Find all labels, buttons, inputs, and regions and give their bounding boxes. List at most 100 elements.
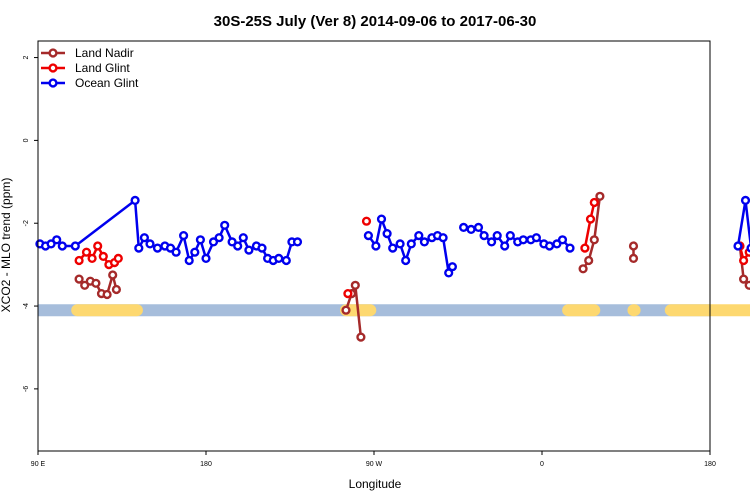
x-tick-label: 90 E — [31, 461, 46, 468]
data-point — [406, 239, 416, 249]
data-point — [466, 224, 476, 235]
y-tick-label: 2 — [23, 56, 30, 60]
data-point — [111, 284, 122, 295]
data-point — [395, 239, 405, 249]
data-point — [565, 243, 575, 253]
data-point — [363, 231, 374, 241]
data-point — [81, 247, 92, 257]
series-land-nadir — [74, 191, 750, 342]
data-point — [589, 197, 599, 208]
data-point — [214, 233, 224, 243]
data-point — [356, 332, 366, 342]
series-line — [736, 200, 750, 250]
data-point — [492, 231, 502, 241]
data-point — [479, 231, 489, 241]
y-tick-label: -6 — [23, 386, 30, 392]
legend-marker — [48, 48, 58, 58]
legend-item: Land Nadir — [41, 46, 134, 60]
data-point — [274, 253, 284, 264]
data-point — [738, 255, 749, 266]
data-point — [740, 195, 750, 205]
x-axis: 90 E 180 90 W 0 180 — [31, 451, 716, 468]
data-point — [595, 191, 605, 201]
data-point — [257, 243, 267, 253]
data-point — [401, 255, 411, 266]
data-point — [238, 233, 248, 243]
y-axis: 2 0 -2 -4 -6 — [23, 56, 38, 392]
y-tick-label: -4 — [23, 303, 30, 309]
x-axis-label: Longitude — [349, 477, 402, 491]
legend-label: Land Nadir — [75, 46, 134, 60]
y-tick-label: -2 — [23, 220, 30, 226]
data-point — [350, 280, 360, 290]
data-point — [74, 255, 84, 266]
data-point — [518, 235, 528, 245]
data-point — [102, 289, 112, 300]
data-point — [74, 274, 84, 284]
data-point — [473, 222, 484, 233]
data-point — [292, 237, 303, 247]
data-point — [361, 216, 372, 226]
data-point — [738, 274, 749, 284]
data-point — [531, 233, 542, 243]
legend-item: Land Glint — [41, 61, 130, 75]
legend-label: Land Glint — [75, 61, 130, 75]
data-point — [438, 233, 448, 243]
data-point — [108, 270, 118, 280]
data-point — [733, 241, 743, 251]
data-point — [459, 222, 469, 233]
data-point — [371, 241, 381, 251]
data-point — [281, 255, 291, 266]
legend-item: Ocean Glint — [41, 76, 139, 90]
data-point — [91, 278, 101, 288]
data-point — [171, 247, 181, 257]
y-axis-label: XCO2 - MLO trend (ppm) — [0, 178, 13, 313]
series-ocean-glint — [35, 195, 750, 278]
data-point — [746, 243, 750, 253]
data-point — [584, 255, 594, 266]
data-point — [414, 231, 424, 241]
data-point — [233, 241, 243, 251]
data-point — [500, 241, 510, 251]
data-point — [139, 233, 150, 243]
data-point — [628, 253, 639, 264]
data-point — [376, 214, 387, 224]
data-point — [447, 262, 458, 272]
legend-marker — [48, 63, 58, 73]
data-point — [152, 243, 163, 253]
data-point — [419, 237, 430, 247]
y-tick-label: 0 — [23, 138, 30, 142]
x-tick-label: 180 — [200, 461, 212, 468]
x-tick-label: 90 W — [366, 461, 383, 468]
data-point — [744, 280, 750, 290]
series-layer — [35, 191, 750, 342]
data-point — [195, 235, 206, 245]
series-line — [39, 198, 298, 264]
legend-label: Ocean Glint — [75, 76, 139, 90]
data-point — [93, 241, 103, 251]
data-point — [208, 237, 219, 247]
data-point — [343, 289, 353, 299]
data-point — [580, 243, 590, 253]
data-point — [557, 235, 568, 245]
data-point — [578, 264, 588, 274]
data-point — [98, 251, 108, 262]
data-point — [87, 253, 97, 264]
data-point — [57, 241, 67, 251]
series-land-glint — [74, 197, 750, 299]
data-point — [52, 235, 62, 245]
legend-marker — [48, 78, 58, 88]
data-point — [179, 231, 189, 241]
data-point — [130, 195, 140, 206]
data-point — [628, 241, 639, 251]
data-point — [184, 255, 194, 266]
chart-title: 30S-25S July (Ver 8) 2014-09-06 to 2017-… — [214, 13, 537, 30]
data-point — [585, 214, 596, 224]
data-point — [382, 229, 392, 239]
data-point — [505, 231, 515, 241]
series-line — [582, 196, 602, 270]
data-point — [388, 243, 398, 253]
data-point — [220, 220, 230, 230]
data-point — [444, 268, 454, 278]
data-point — [134, 243, 144, 253]
